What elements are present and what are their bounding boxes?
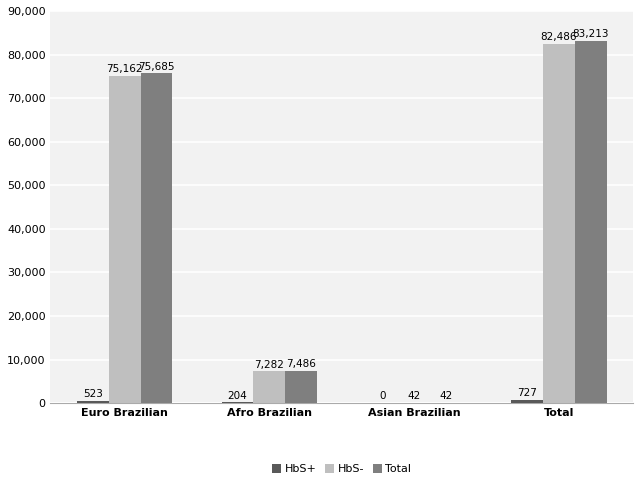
Text: 82,486: 82,486 (541, 32, 577, 42)
Text: 0: 0 (379, 391, 385, 401)
Text: 75,685: 75,685 (138, 61, 175, 72)
Bar (575, 40, 607, 403)
Text: 7,486: 7,486 (286, 359, 316, 369)
Bar (285, 371, 317, 403)
Bar (543, 44, 575, 403)
Bar (511, 400, 543, 403)
Text: 42: 42 (408, 391, 420, 401)
Legend: HbS+, HbS-, Total: HbS+, HbS-, Total (268, 460, 415, 479)
Bar (77, 401, 109, 403)
Text: 204: 204 (228, 391, 248, 401)
Text: 727: 727 (517, 388, 537, 398)
Text: 523: 523 (83, 389, 103, 399)
Bar (141, 73, 172, 403)
Text: 75,162: 75,162 (106, 64, 143, 74)
Bar (221, 402, 253, 403)
Bar (109, 76, 141, 403)
Text: 7,282: 7,282 (255, 360, 284, 370)
Bar (253, 372, 285, 403)
Text: 83,213: 83,213 (572, 29, 609, 39)
Text: 42: 42 (439, 391, 452, 401)
